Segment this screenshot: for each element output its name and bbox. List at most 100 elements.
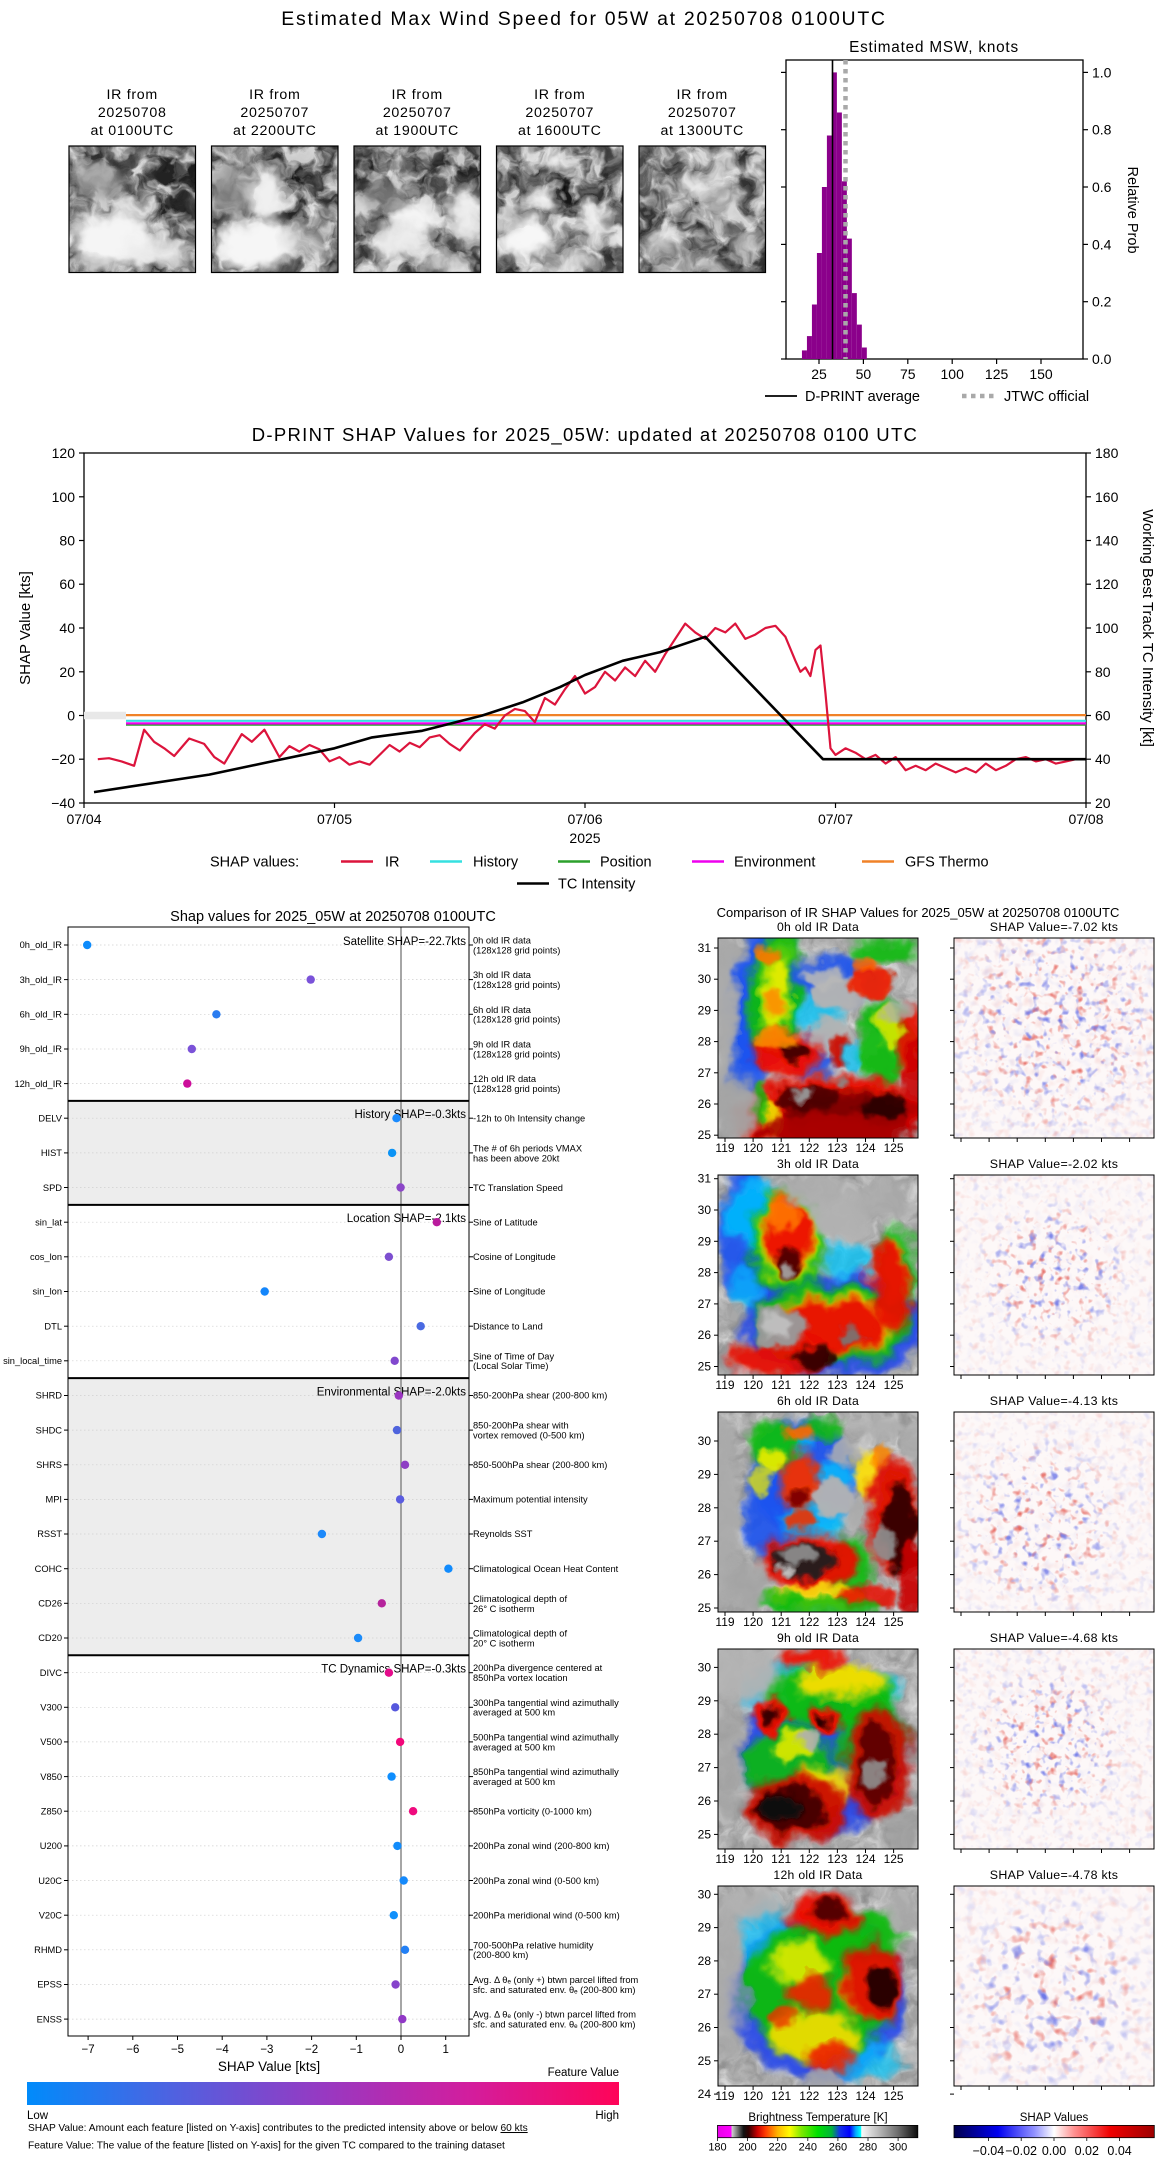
svg-text:Position: Position [600,855,652,871]
svg-text:07/08: 07/08 [1068,811,1103,827]
svg-text:122: 122 [799,1141,819,1155]
svg-text:26: 26 [698,1097,712,1111]
svg-text:28: 28 [698,1035,712,1049]
svg-text:31: 31 [698,941,712,955]
svg-text:Environmental SHAP=-2.0kts: Environmental SHAP=-2.0kts [317,1387,466,1399]
svg-text:D-PRINT average: D-PRINT average [805,389,920,405]
svg-text:26: 26 [698,1568,712,1582]
svg-text:160: 160 [1095,489,1119,505]
svg-text:DTL: DTL [44,1321,62,1331]
svg-text:20250707: 20250707 [668,105,737,121]
svg-text:30: 30 [698,972,712,986]
svg-text:122: 122 [799,2089,819,2103]
svg-text:9h old IR Data: 9h old IR Data [777,1631,859,1645]
svg-text:−4: −4 [216,2044,230,2056]
svg-text:Estimated Max Wind Speed for 0: Estimated Max Wind Speed for 05W at 2025… [281,8,886,30]
svg-text:120: 120 [52,445,76,461]
svg-text:25: 25 [698,1601,712,1615]
svg-text:−5: −5 [171,2044,184,2056]
svg-text:850hPa vorticity (0-1000 km): 850hPa vorticity (0-1000 km) [473,1807,592,1817]
svg-text:SHAP Value [kts]: SHAP Value [kts] [17,571,34,685]
svg-text:100: 100 [1095,620,1119,636]
svg-text:Estimated MSW, knots: Estimated MSW, knots [849,39,1019,56]
svg-text:120: 120 [743,1141,763,1155]
svg-text:850-200hPa shear (200-800 km): 850-200hPa shear (200-800 km) [473,1391,607,1401]
svg-text:Cosine of Longitude: Cosine of Longitude [473,1252,556,1262]
svg-text:cos_lon: cos_lon [30,1252,62,1262]
svg-text:29: 29 [698,1234,712,1248]
svg-text:121: 121 [771,1615,791,1629]
svg-text:6h old IR Data: 6h old IR Data [777,1394,859,1408]
svg-text:−40: −40 [51,795,75,811]
svg-text:IR: IR [385,855,400,871]
svg-text:SPD: SPD [43,1183,62,1193]
svg-text:140: 140 [1095,533,1119,549]
svg-text:180: 180 [1095,445,1119,461]
svg-text:240: 240 [799,2142,817,2154]
svg-text:119: 119 [715,1852,734,1866]
svg-text:28: 28 [698,1266,712,1280]
svg-text:(Local Solar Time): (Local Solar Time) [473,1361,548,1371]
svg-text:27: 27 [698,1761,712,1775]
svg-text:122: 122 [799,1615,819,1629]
svg-text:850hPa vortex location: 850hPa vortex location [473,1673,568,1683]
svg-text:sfc. and saturated env. θₑ (20: sfc. and saturated env. θₑ (200-800 km) [473,2020,635,2030]
svg-text:SHDC: SHDC [36,1425,63,1435]
svg-text:DELV: DELV [38,1114,62,1124]
svg-text:220: 220 [769,2142,787,2154]
svg-text:SHAP Value: Amount each featur: SHAP Value: Amount each feature [listed … [28,2123,528,2134]
svg-text:28: 28 [698,1954,712,1968]
svg-text:Working Best Track TC Intensit: Working Best Track TC Intensity [kt] [1139,509,1156,747]
svg-text:180: 180 [708,2142,726,2154]
svg-text:124: 124 [855,1141,875,1155]
svg-text:vortex removed (0-500 km): vortex removed (0-500 km) [473,1431,585,1441]
svg-text:−3: −3 [260,2044,273,2056]
svg-text:20: 20 [59,664,75,680]
svg-text:0h_old_IR: 0h_old_IR [20,940,63,950]
svg-text:V850: V850 [40,1772,62,1782]
svg-text:121: 121 [771,2089,791,2103]
svg-text:ENSS: ENSS [37,2014,62,2024]
svg-text:−1: −1 [350,2044,363,2056]
svg-text:122: 122 [799,1378,819,1392]
svg-text:3h old IR Data: 3h old IR Data [777,1157,859,1171]
svg-text:−0.02: −0.02 [1005,2144,1037,2158]
svg-text:MPI: MPI [45,1495,62,1505]
svg-text:Avg. Δ θₑ (only -) btwn parcel: Avg. Δ θₑ (only -) btwn parcel lifted fr… [473,2010,636,2020]
svg-text:29: 29 [698,1003,712,1017]
svg-text:100: 100 [52,489,76,505]
svg-text:0: 0 [67,708,75,724]
svg-text:120: 120 [743,1615,763,1629]
svg-text:119: 119 [715,1141,734,1155]
svg-text:12h_old_IR: 12h_old_IR [14,1079,62,1089]
svg-text:SHAP Value=-4.13 kts: SHAP Value=-4.13 kts [990,1394,1118,1408]
svg-text:−6: −6 [126,2044,139,2056]
svg-text:300hPa tangential wind azimuth: 300hPa tangential wind azimuthally [473,1698,619,1708]
svg-text:280: 280 [859,2142,877,2154]
svg-text:IR from: IR from [391,87,442,103]
svg-text:TC Dynamics SHAP=-0.3kts: TC Dynamics SHAP=-0.3kts [321,1664,466,1676]
svg-text:25: 25 [698,2054,712,2068]
svg-text:60: 60 [1095,708,1111,724]
svg-text:40: 40 [59,620,75,636]
svg-text:700-500hPa relative humidity: 700-500hPa relative humidity [473,1940,594,1950]
svg-text:123: 123 [827,1852,847,1866]
svg-text:121: 121 [771,1852,791,1866]
svg-text:120: 120 [743,1852,763,1866]
svg-text:SHAP Value=-4.78 kts: SHAP Value=-4.78 kts [990,1868,1118,1882]
svg-text:(128x128 grid points): (128x128 grid points) [473,1049,560,1059]
svg-text:COHC: COHC [35,1564,63,1574]
svg-text:sfc. and saturated env. θₑ (20: sfc. and saturated env. θₑ (200-800 km) [473,1985,635,1995]
svg-text:0.8: 0.8 [1092,122,1112,138]
svg-text:CD20: CD20 [38,1633,62,1643]
svg-text:(128x128 grid points): (128x128 grid points) [473,1084,560,1094]
svg-text:07/05: 07/05 [317,811,352,827]
svg-text:Environment: Environment [734,855,815,871]
svg-text:−20: −20 [51,751,75,767]
svg-text:IR from: IR from [534,87,585,103]
svg-text:Relative Prob: Relative Prob [1124,166,1140,253]
svg-text:25: 25 [698,1360,712,1374]
svg-text:300: 300 [889,2142,907,2154]
svg-text:sin_lat: sin_lat [35,1217,62,1227]
svg-text:0.2: 0.2 [1092,294,1112,310]
